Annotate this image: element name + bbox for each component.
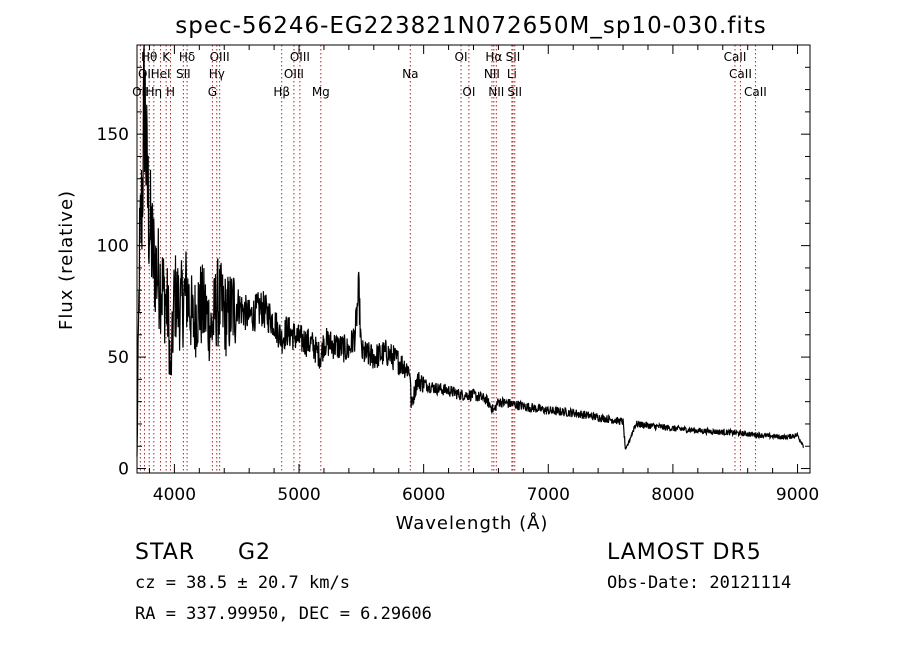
x-tick-label: 8000 <box>651 485 694 505</box>
y-tick-label: 150 <box>97 125 129 145</box>
spectral-line-label: NII <box>484 67 500 81</box>
spectral-line-label: H <box>166 85 175 99</box>
object-type: STAR <box>135 540 196 565</box>
spectral-line-label: HeI <box>151 67 171 81</box>
spectral-line-label: SII <box>506 50 521 64</box>
x-tick-label: 6000 <box>402 485 445 505</box>
spectral-line-label: OIII <box>284 67 304 81</box>
spectral-line-label: CaII <box>729 67 752 81</box>
spectral-line-label: OI <box>455 50 468 64</box>
tick-labels: 4000 5000 6000 7000 8000 9000 0 50 100 150 <box>97 125 820 505</box>
spectral-line-label: SII <box>176 67 191 81</box>
x-axis-label: Wavelength (Å) <box>396 512 549 534</box>
spectral-line-label: OIII <box>210 50 230 64</box>
spectral-line-label: Hη <box>146 85 163 99</box>
spectral-line-label: Hα <box>485 50 502 64</box>
x-tick-label: 4000 <box>153 485 196 505</box>
x-tick-label: 7000 <box>527 485 570 505</box>
spectral-line-label: Hδ <box>179 50 195 64</box>
plot-frame <box>136 44 811 474</box>
spectral-line-label: Na <box>402 67 418 81</box>
spectral-line-label: OI <box>462 85 475 99</box>
spectral-line-label: OIII <box>290 50 310 64</box>
spectral-line-label: CaII <box>744 85 767 99</box>
spectral-line-label: NII <box>488 85 504 99</box>
radial-velocity: cz = 38.5 ± 20.7 km/s <box>135 573 350 593</box>
chart-title: spec-56246-EG223821N072650M_sp10-030.fit… <box>175 13 767 39</box>
spectral-line-label: CaII <box>724 50 747 64</box>
y-axis-label: Flux (relative) <box>56 190 77 330</box>
sky-coordinates: RA = 337.99950, DEC = 6.29606 <box>135 604 432 624</box>
spectral-line-label: Hβ <box>273 85 290 99</box>
survey-name: LAMOST DR5 <box>607 540 762 565</box>
spectral-line-label: SII <box>507 85 522 99</box>
spectrum-layer <box>136 44 805 457</box>
spectral-line-label: Li <box>507 67 517 81</box>
object-subclass: G2 <box>238 540 272 565</box>
x-tick-label: 5000 <box>277 485 320 505</box>
y-tick-label: 0 <box>118 460 129 480</box>
spectral-line-label: Mg <box>312 85 330 99</box>
spectrum-line <box>136 44 805 457</box>
spectral-line-label: K <box>162 50 171 64</box>
axes <box>136 44 811 474</box>
x-tick-label: 9000 <box>776 485 819 505</box>
spectral-line-label: Hγ <box>209 67 225 81</box>
spectral-line-label: G <box>208 85 217 99</box>
y-tick-label: 100 <box>97 237 129 257</box>
observation-date: Obs-Date: 20121114 <box>607 573 792 593</box>
y-tick-label: 50 <box>107 348 129 368</box>
spectral-line-label: Hθ <box>141 50 157 64</box>
